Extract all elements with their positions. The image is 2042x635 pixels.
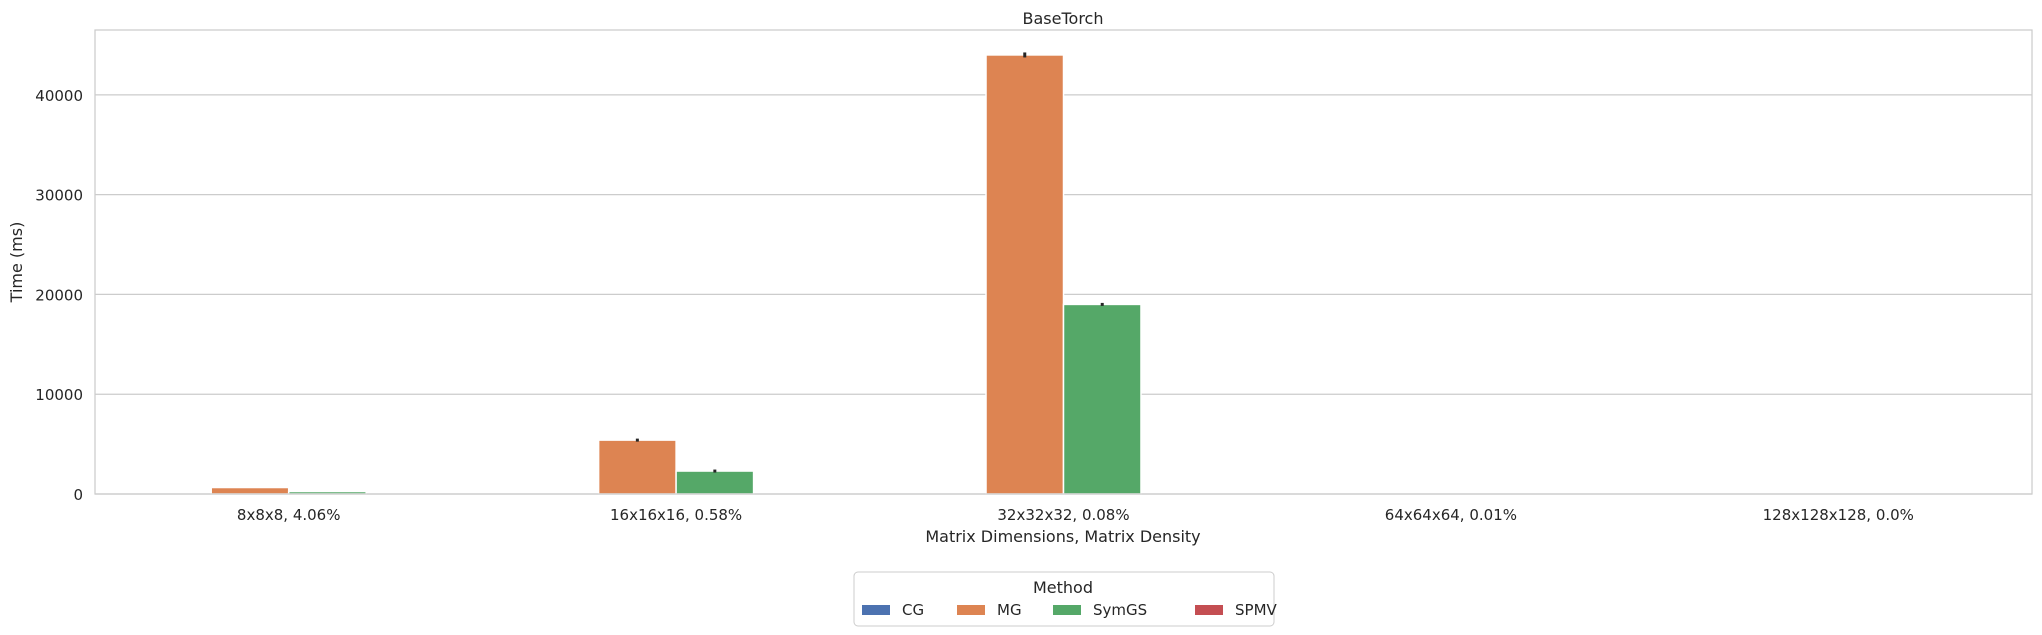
y-tick-labels: 0 10000 20000 30000 40000 [35, 87, 83, 504]
error-bars [635, 52, 1104, 473]
x-tick-label: 8x8x8, 4.06% [237, 506, 341, 524]
legend-label-spmv: SPMV [1235, 601, 1278, 619]
x-tick-label: 16x16x16, 0.58% [610, 506, 742, 524]
legend-title: Method [1033, 578, 1093, 597]
x-axis-label: Matrix Dimensions, Matrix Density [925, 527, 1200, 546]
legend: Method CG MG SymGS SPMV [853, 571, 1278, 627]
x-tick-label: 64x64x64, 0.01% [1385, 506, 1517, 524]
legend-swatch-cg [862, 605, 890, 615]
x-tick-label: 32x32x32, 0.08% [997, 506, 1129, 524]
bar-mg [597, 439, 677, 495]
legend-swatch-spmv [1195, 605, 1223, 615]
chart-title: BaseTorch [1023, 9, 1104, 28]
bar-symgs [675, 470, 755, 495]
legend-swatch-symgs [1053, 605, 1081, 615]
y-tick-label: 0 [73, 486, 83, 504]
x-tick-label: 128x128x128, 0.0% [1763, 506, 1914, 524]
legend-items: CG MG SymGS SPMV [862, 601, 1278, 619]
y-tick-label: 20000 [35, 286, 83, 304]
legend-label-symgs: SymGS [1093, 601, 1147, 619]
legend-swatch-mg [957, 605, 985, 615]
x-tick-labels: 8x8x8, 4.06% 16x16x16, 0.58% 32x32x32, 0.0… [237, 506, 1914, 524]
bar-mg [210, 486, 290, 495]
bar-mg [985, 54, 1065, 495]
legend-label-cg: CG [902, 601, 924, 619]
y-axis-label: Time (ms) [7, 222, 26, 304]
plot-frame [94, 29, 2033, 495]
y-tick-label: 40000 [35, 87, 83, 105]
y-tick-label: 30000 [35, 187, 83, 205]
legend-label-mg: MG [997, 601, 1022, 619]
y-tick-label: 10000 [35, 386, 83, 404]
bar-symgs [1062, 303, 1142, 495]
